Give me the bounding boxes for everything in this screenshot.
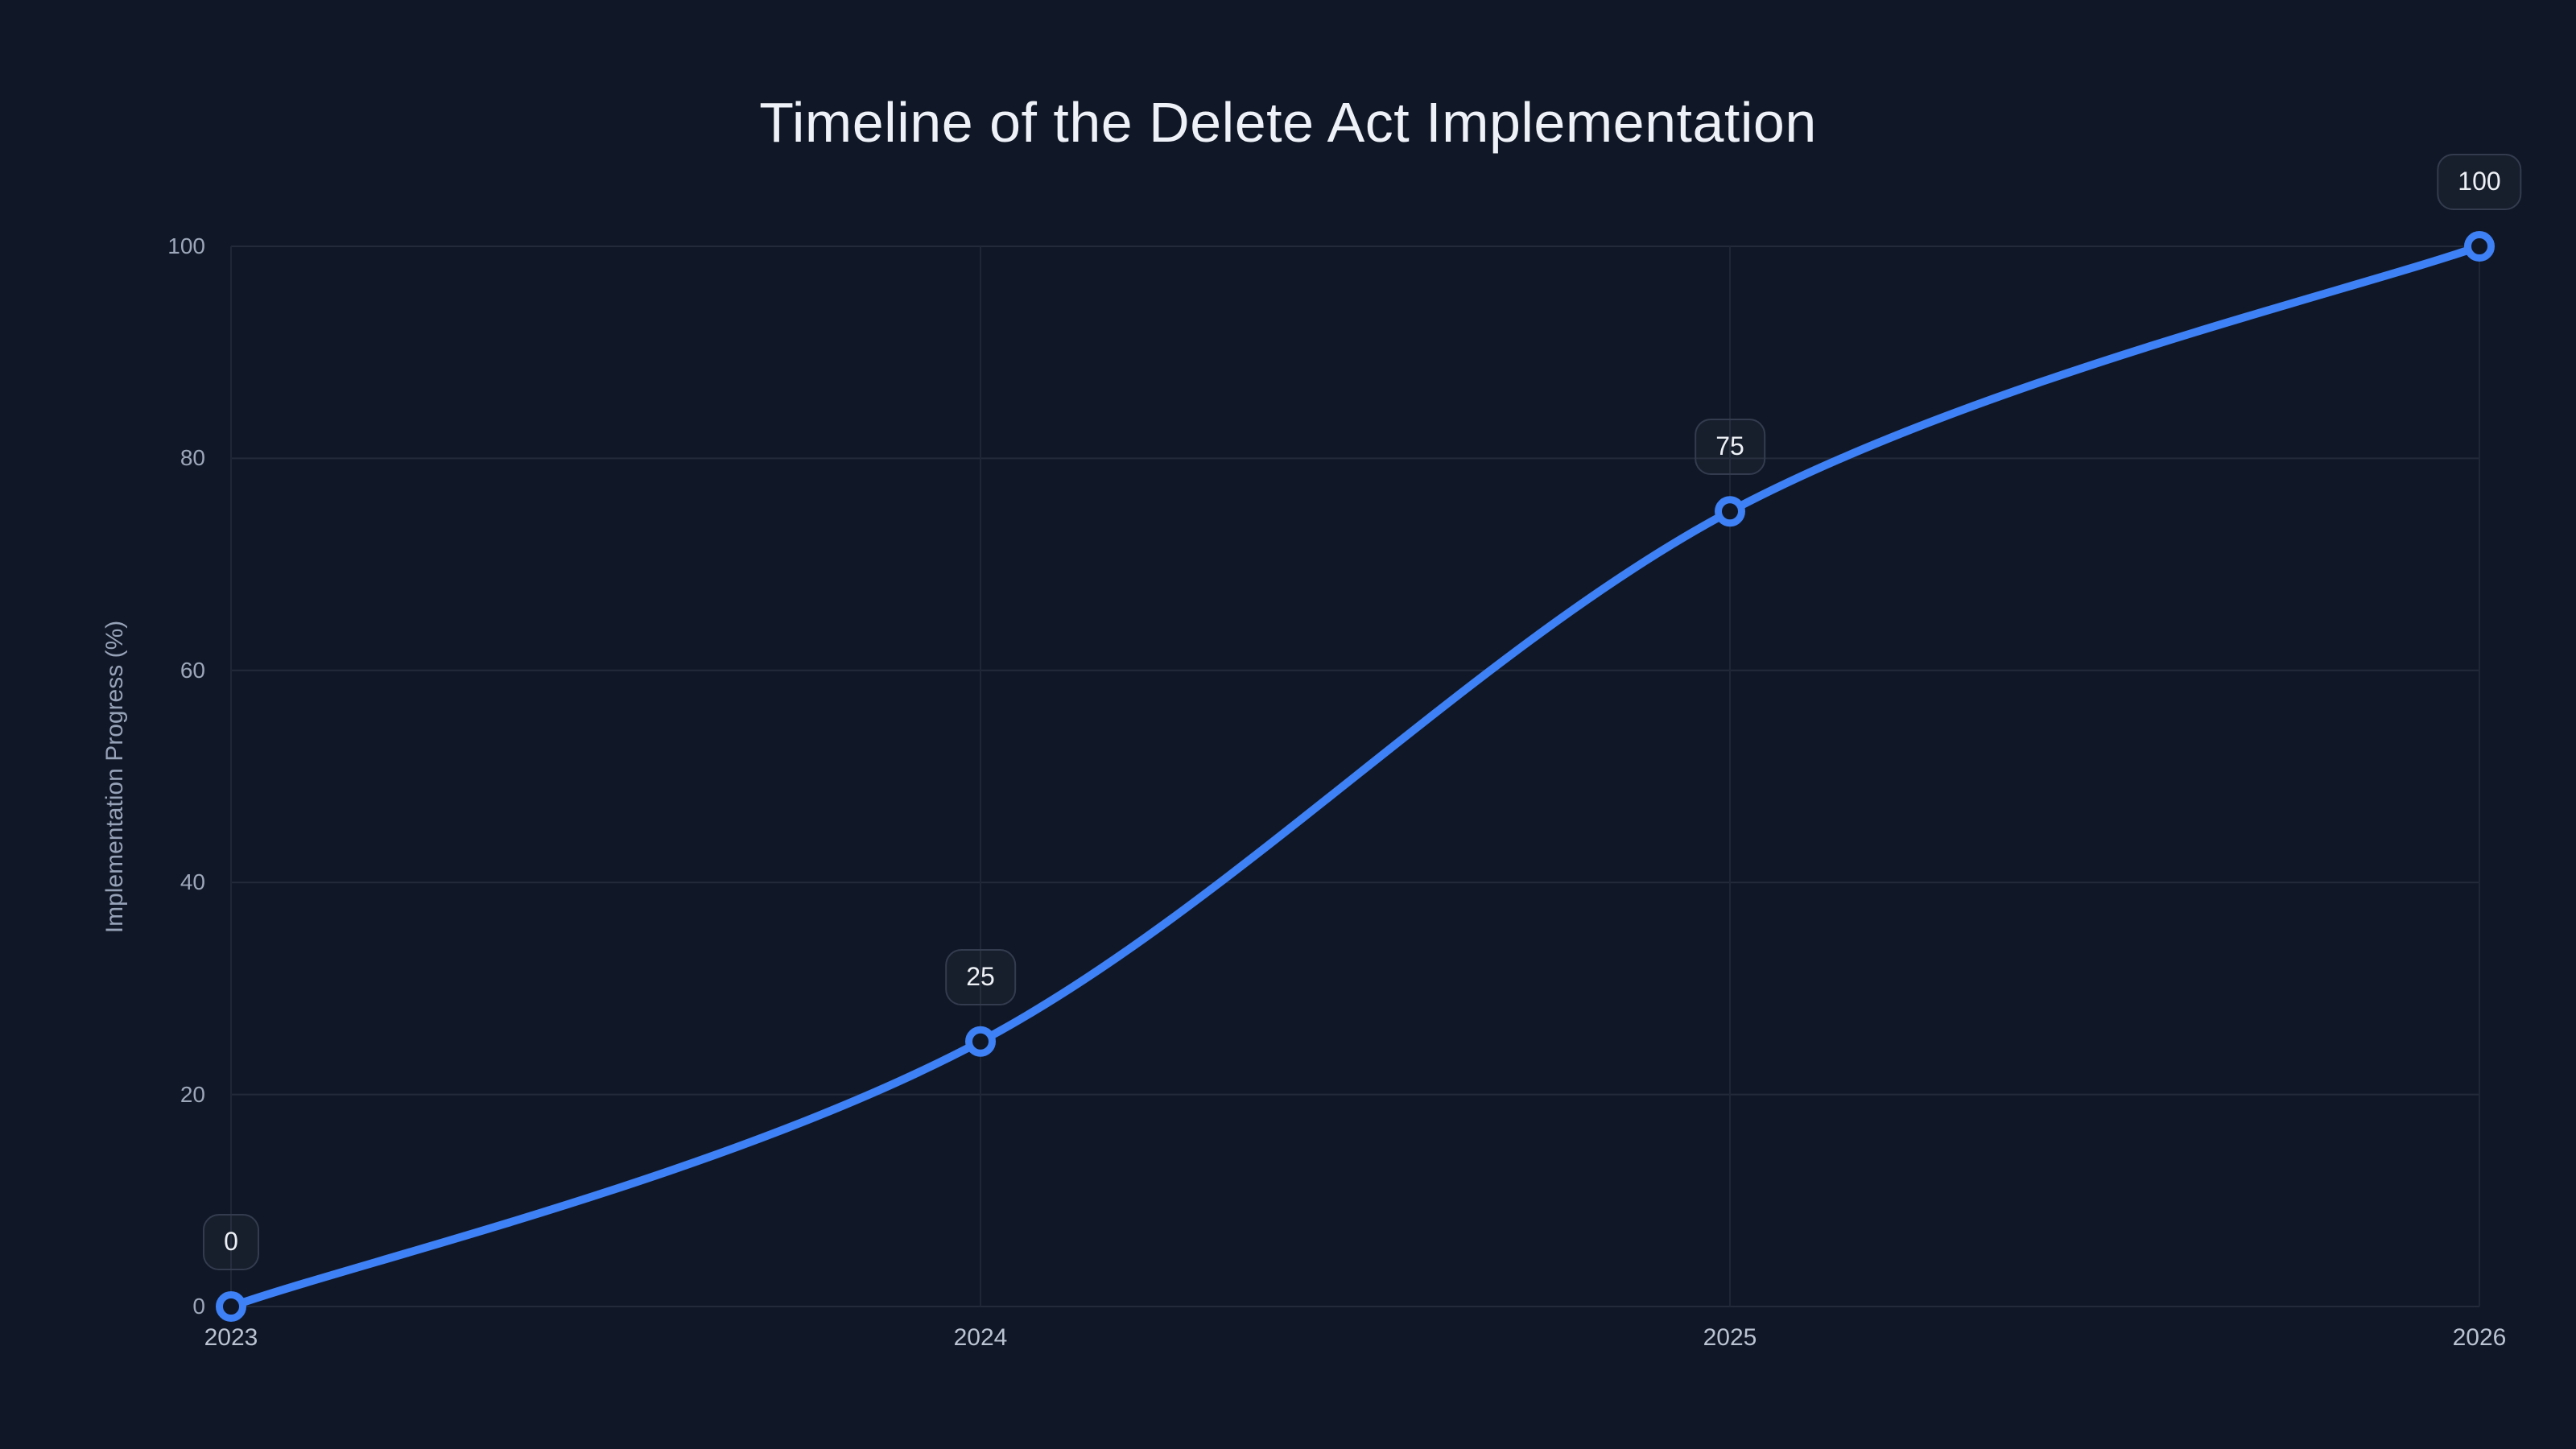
chart-title: Timeline of the Delete Act Implementatio… (759, 91, 1817, 154)
x-tick-label: 2023 (204, 1324, 258, 1351)
data-point-marker[interactable] (1715, 496, 1745, 527)
y-tick-label: 80 (180, 445, 205, 471)
data-point-label: 100 (2437, 154, 2522, 210)
y-tick-label: 40 (180, 869, 205, 895)
y-tick-label: 100 (167, 233, 205, 258)
data-point-marker[interactable] (965, 1026, 996, 1057)
y-tick-label: 60 (180, 657, 205, 683)
data-point-marker[interactable] (216, 1291, 246, 1322)
x-tick-label: 2026 (2452, 1324, 2507, 1351)
data-point-marker[interactable] (2464, 231, 2495, 262)
data-point-label: 0 (203, 1214, 259, 1270)
series-line (227, 242, 2483, 1311)
y-tick-label: 0 (192, 1294, 205, 1319)
y-tick-label: 20 (180, 1081, 205, 1107)
x-tick-label: 2024 (953, 1324, 1008, 1351)
x-tick-label: 2025 (1703, 1324, 1757, 1351)
data-point-label: 25 (945, 948, 1016, 1005)
data-point-label: 75 (1695, 419, 1765, 476)
